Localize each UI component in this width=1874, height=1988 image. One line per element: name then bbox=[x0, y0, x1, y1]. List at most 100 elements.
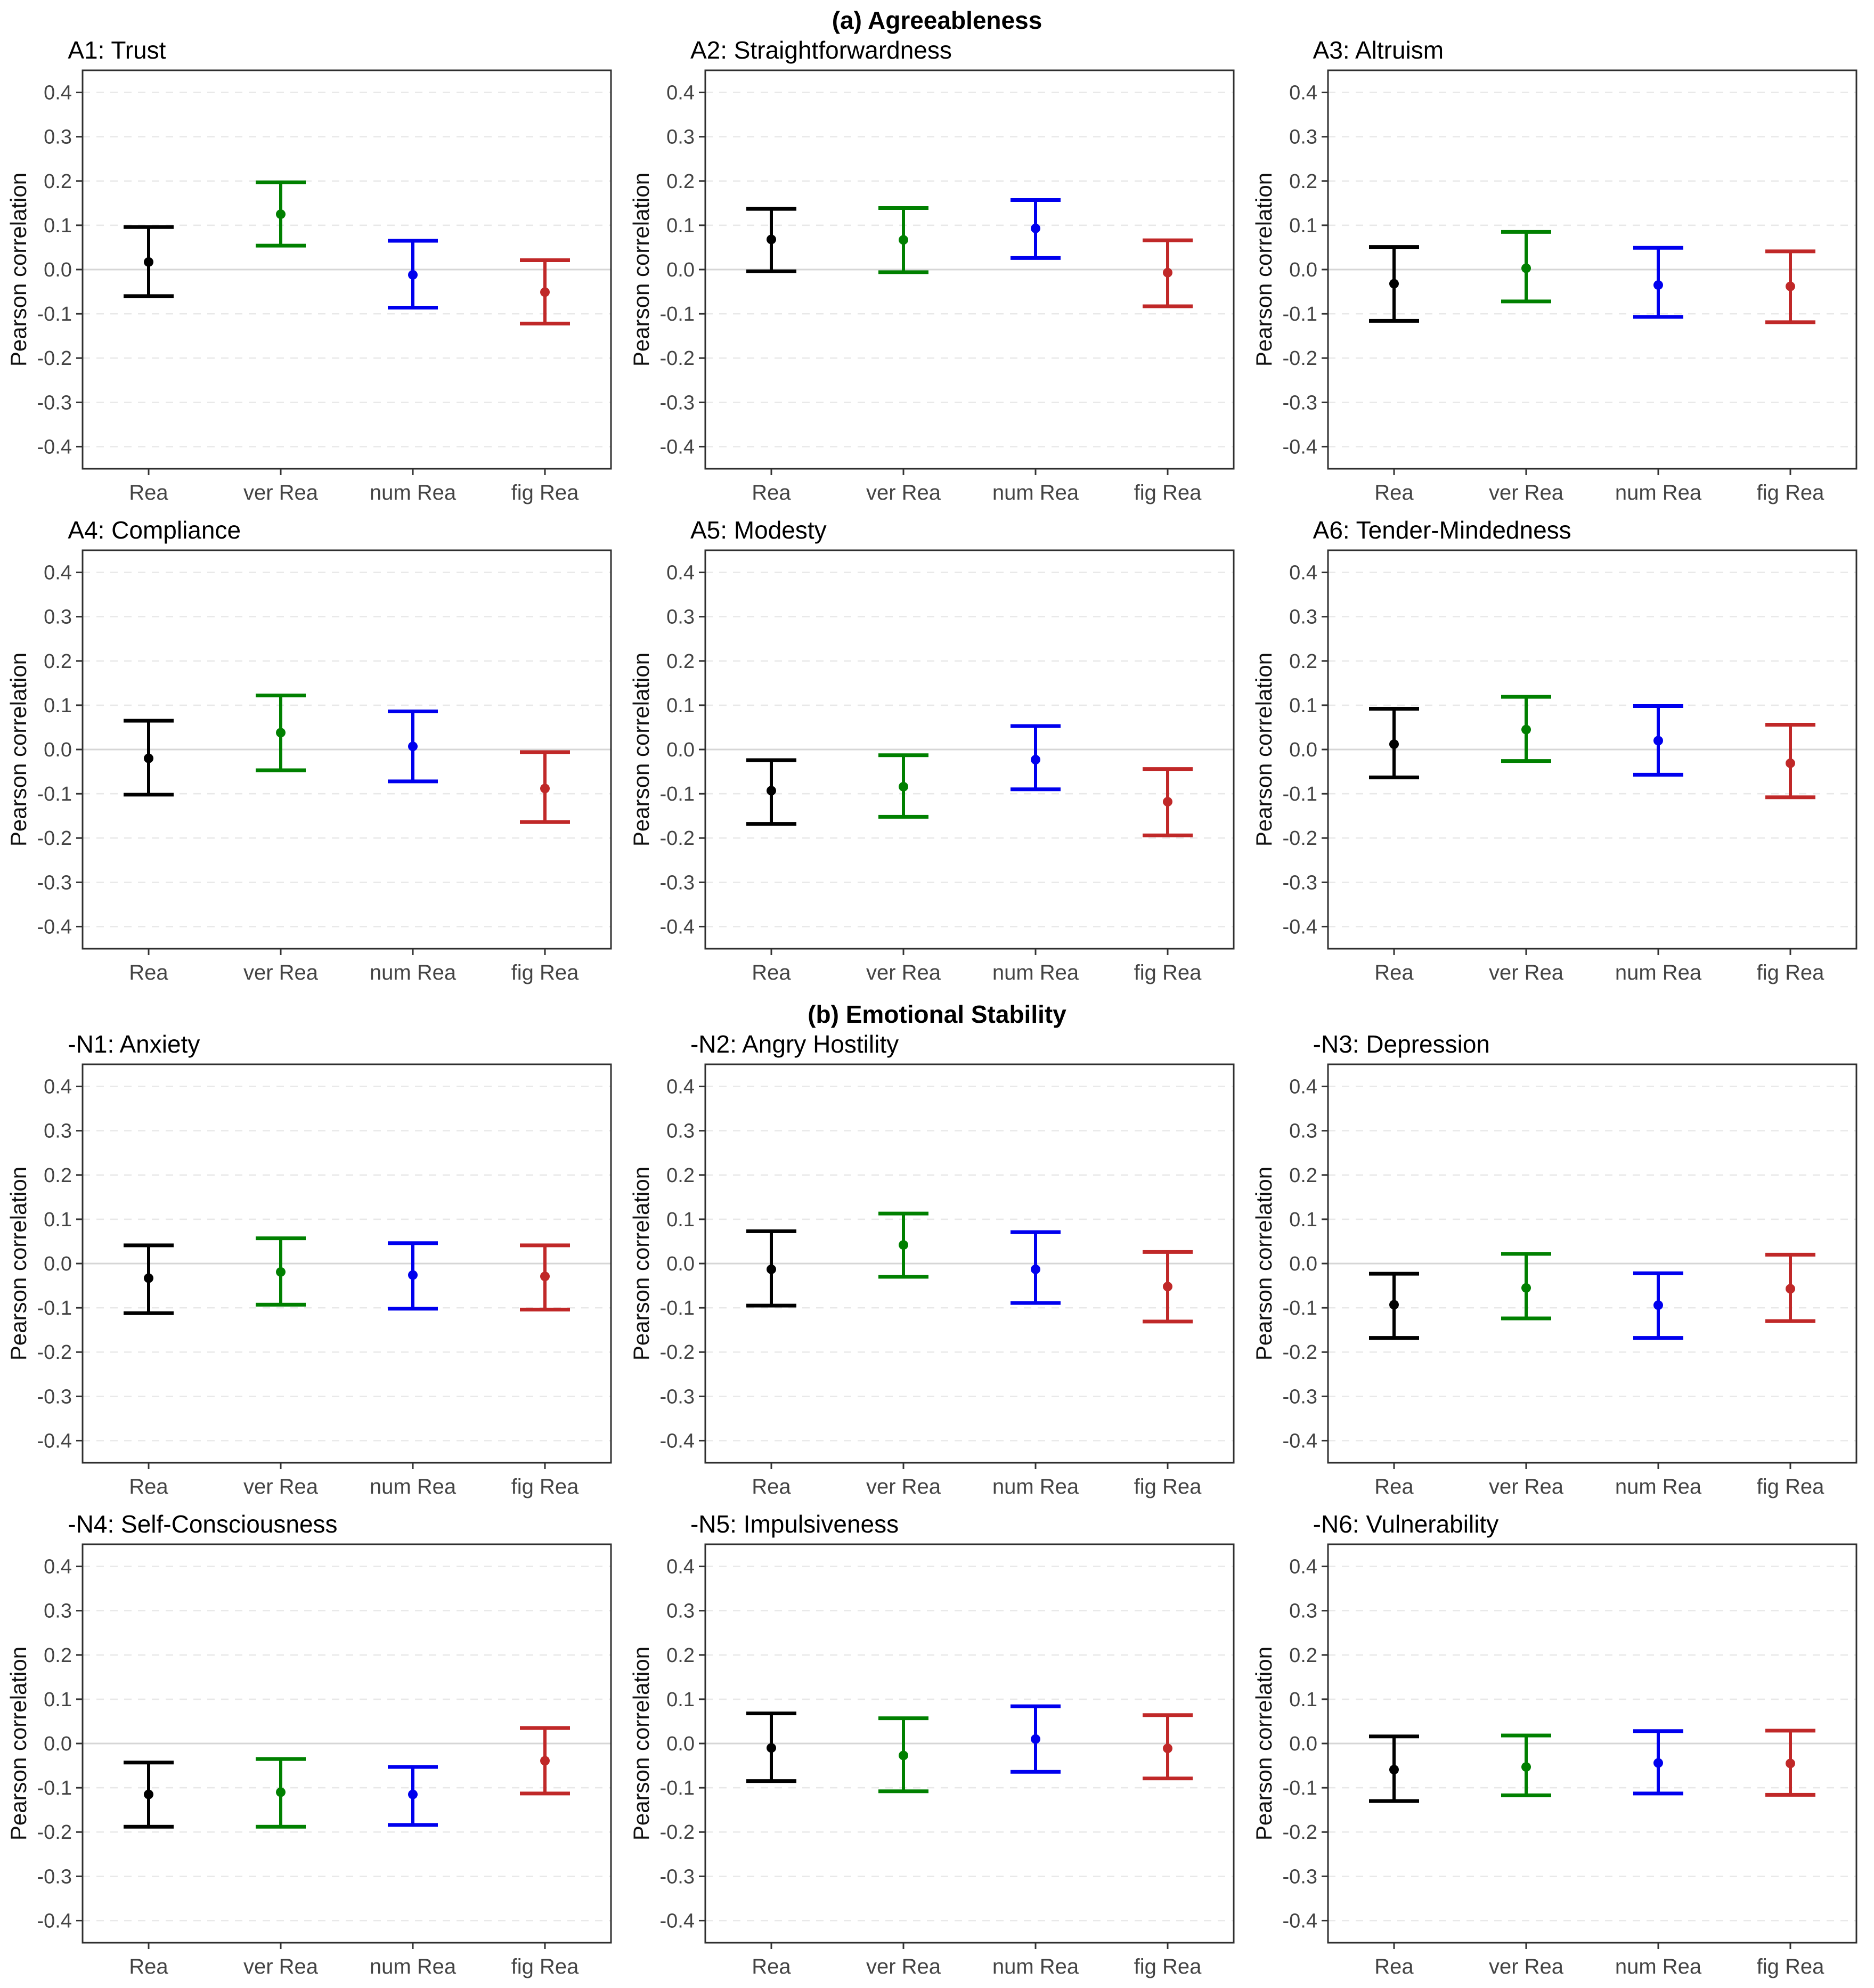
y-tick-label: -0.3 bbox=[37, 392, 72, 414]
errorbar-fig-Rea bbox=[1765, 249, 1815, 324]
center-point bbox=[766, 234, 776, 245]
y-tick-label: 0.0 bbox=[1289, 1253, 1317, 1275]
facet-panel: -N4: Self-Consciousness 0.4 0.3 0.2 0.1 0.0 -… bbox=[4, 1508, 625, 1988]
center-point bbox=[408, 1789, 418, 1799]
center-point bbox=[1521, 724, 1531, 735]
errorbar-fig-Rea bbox=[1142, 767, 1193, 837]
panel-title: -N4: Self-Consciousness bbox=[68, 1510, 338, 1538]
correlation-errorbar-chart: 0.4 0.3 0.2 0.1 0.0 -0.1 -0.2 -0.3 -0.4 Pearson c… bbox=[629, 1543, 1235, 1978]
y-tick-label: 0.2 bbox=[666, 1644, 695, 1667]
center-point bbox=[408, 1270, 418, 1280]
y-tick-label: 0.2 bbox=[44, 1164, 72, 1187]
panel-title: A6: Tender-Mindedness bbox=[1313, 516, 1571, 544]
errorbar-ver-Rea bbox=[878, 753, 928, 819]
y-tick-label: 0.3 bbox=[666, 126, 695, 149]
y-tick-label: 0.3 bbox=[44, 1120, 72, 1143]
y-tick-label: -0.1 bbox=[1282, 1297, 1317, 1319]
y-tick-label: -0.2 bbox=[660, 347, 695, 370]
center-point bbox=[1162, 1282, 1172, 1292]
x-tick-label: num Rea bbox=[992, 1955, 1079, 1978]
y-tick-label: 0.0 bbox=[44, 1253, 72, 1275]
center-point bbox=[540, 1756, 550, 1766]
y-tick-label: 0.4 bbox=[666, 1556, 695, 1578]
y-tick-label: -0.3 bbox=[1282, 392, 1317, 414]
y-axis-label: Pearson correlation bbox=[1251, 1647, 1276, 1840]
x-tick-label: num Rea bbox=[1615, 481, 1702, 504]
y-tick-label: -0.1 bbox=[37, 1297, 72, 1319]
correlation-errorbar-chart: 0.4 0.3 0.2 0.1 0.0 -0.1 -0.2 -0.3 -0.4 Pearson c… bbox=[629, 69, 1235, 504]
facet-panel: A1: Trust 0.4 0.3 0.2 0.1 0.0 -0.1 -0.2 -0.3 -0.… bbox=[4, 34, 625, 514]
center-point bbox=[898, 781, 908, 792]
center-point bbox=[766, 1264, 776, 1274]
center-point bbox=[1653, 736, 1663, 746]
facet-panel: -N6: Vulnerability 0.4 0.3 0.2 0.1 0.0 -0.1 -0… bbox=[1249, 1508, 1870, 1988]
errorbar-fig-Rea bbox=[1142, 238, 1193, 308]
y-tick-label: 0.2 bbox=[44, 170, 72, 193]
y-tick-label: -0.3 bbox=[1282, 871, 1317, 894]
y-tick-label: 0.0 bbox=[1289, 259, 1317, 281]
errorbar-fig-Rea bbox=[520, 1243, 571, 1311]
errorbar-fig-Rea bbox=[1765, 1729, 1815, 1797]
panel-title: -N2: Angry Hostility bbox=[690, 1030, 899, 1058]
y-tick-label: 0.4 bbox=[666, 1076, 695, 1098]
center-point bbox=[144, 753, 154, 763]
errorbar-ver-Rea bbox=[878, 1716, 928, 1794]
y-tick-label: 0.0 bbox=[44, 739, 72, 761]
y-tick-label: -0.4 bbox=[37, 916, 72, 938]
y-tick-label: -0.2 bbox=[660, 1341, 695, 1364]
center-point bbox=[408, 270, 418, 280]
center-point bbox=[1162, 267, 1172, 278]
y-tick-label: 0.3 bbox=[1289, 126, 1317, 149]
y-tick-label: -0.4 bbox=[660, 916, 695, 938]
errorbar-num-Rea bbox=[1633, 1729, 1683, 1796]
y-tick-label: 0.3 bbox=[44, 1600, 72, 1623]
errorbar-Rea bbox=[1368, 1734, 1419, 1803]
panel-title: -N1: Anxiety bbox=[68, 1030, 200, 1058]
x-tick-label: num Rea bbox=[1615, 1475, 1702, 1498]
y-tick-label: 0.3 bbox=[1289, 1120, 1317, 1143]
y-tick-label: -0.2 bbox=[37, 1341, 72, 1364]
x-tick-label: num Rea bbox=[992, 961, 1079, 984]
y-tick-label: -0.4 bbox=[660, 1910, 695, 1932]
x-tick-label: Rea bbox=[752, 961, 791, 984]
errorbar-num-Rea bbox=[1010, 198, 1061, 260]
x-tick-label: Rea bbox=[752, 481, 791, 504]
errorbar-fig-Rea bbox=[520, 750, 571, 824]
y-tick-label: 0.1 bbox=[666, 215, 695, 237]
y-tick-label: 0.3 bbox=[44, 126, 72, 149]
x-tick-label: Rea bbox=[1374, 961, 1414, 984]
errorbar-ver-Rea bbox=[256, 694, 306, 772]
center-point bbox=[540, 1272, 550, 1282]
correlation-errorbar-chart: 0.4 0.3 0.2 0.1 0.0 -0.1 -0.2 -0.3 -0.4 Pearson c… bbox=[6, 1063, 612, 1498]
errorbar-num-Rea bbox=[388, 1241, 438, 1311]
x-tick-label: ver Rea bbox=[1489, 961, 1564, 984]
y-tick-label: 0.0 bbox=[1289, 1733, 1317, 1755]
errorbar-Rea bbox=[124, 1243, 174, 1315]
y-tick-label: 0.4 bbox=[666, 82, 695, 104]
x-tick-label: ver Rea bbox=[1489, 1955, 1564, 1978]
correlation-errorbar-chart: 0.4 0.3 0.2 0.1 0.0 -0.1 -0.2 -0.3 -0.4 Pearson c… bbox=[1251, 549, 1857, 984]
y-tick-label: 0.1 bbox=[44, 215, 72, 237]
correlation-errorbar-chart: 0.4 0.3 0.2 0.1 0.0 -0.1 -0.2 -0.3 -0.4 Pearson c… bbox=[6, 1543, 612, 1978]
errorbar-Rea bbox=[1368, 1272, 1419, 1340]
errorbar-ver-Rea bbox=[1501, 1733, 1551, 1797]
y-tick-label: 0.3 bbox=[666, 1600, 695, 1623]
section-b-header: (b) Emotional Stability bbox=[808, 1000, 1066, 1028]
correlation-errorbar-chart: 0.4 0.3 0.2 0.1 0.0 -0.1 -0.2 -0.3 -0.4 Pearson c… bbox=[1251, 69, 1857, 504]
y-tick-label: 0.1 bbox=[1289, 1689, 1317, 1711]
y-tick-label: -0.1 bbox=[660, 1777, 695, 1799]
y-tick-label: 0.4 bbox=[44, 1076, 72, 1098]
facet-panel: -N3: Depression 0.4 0.3 0.2 0.1 0.0 -0.1 -0.2 -… bbox=[1249, 1028, 1870, 1508]
x-tick-label: Rea bbox=[1374, 1475, 1414, 1498]
correlation-errorbar-chart: 0.4 0.3 0.2 0.1 0.0 -0.1 -0.2 -0.3 -0.4 Pearson c… bbox=[629, 1063, 1235, 1498]
x-tick-label: fig Rea bbox=[511, 1475, 579, 1498]
y-tick-label: 0.2 bbox=[44, 650, 72, 673]
y-axis-label: Pearson correlation bbox=[6, 1647, 31, 1840]
center-point bbox=[1653, 1300, 1663, 1310]
center-point bbox=[144, 1273, 154, 1283]
center-point bbox=[1653, 1758, 1663, 1768]
center-point bbox=[276, 1267, 286, 1277]
y-tick-label: 0.1 bbox=[1289, 695, 1317, 717]
y-tick-label: 0.2 bbox=[1289, 170, 1317, 193]
y-tick-label: -0.2 bbox=[37, 1821, 72, 1844]
